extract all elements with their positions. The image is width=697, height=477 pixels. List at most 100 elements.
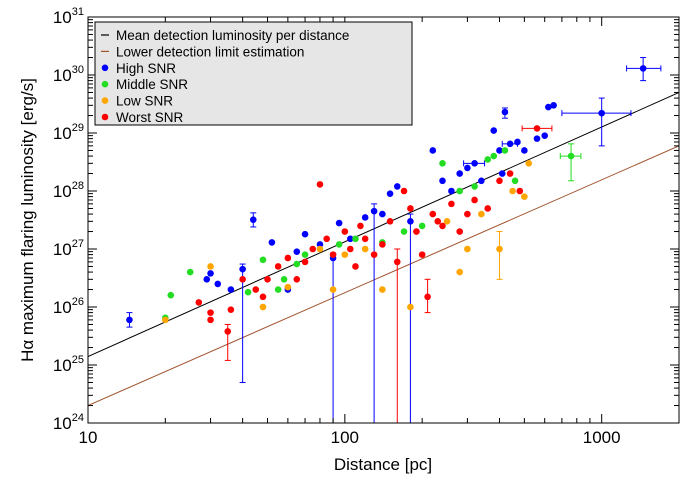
point-middle-snr	[501, 147, 509, 154]
x-tick-label: 100	[331, 428, 359, 447]
point-high-snr	[370, 207, 378, 215]
point-worst-snr	[352, 263, 359, 270]
point-worst-snr	[293, 276, 301, 283]
point-low-snr	[456, 268, 463, 276]
point-high-snr	[496, 147, 503, 154]
y-tick-label: 1026	[53, 296, 84, 317]
point-worst-snr	[357, 222, 364, 230]
reference-line	[88, 92, 679, 357]
point-high-snr	[541, 132, 549, 139]
y-axis-label: Hα maximum flaring luminosity [erg/s]	[18, 78, 37, 362]
point-middle-snr	[259, 256, 267, 264]
point-high-snr	[639, 65, 647, 72]
point-worst-snr	[413, 228, 420, 235]
point-worst-snr	[506, 170, 514, 177]
legend-label-middle-snr: Middle SNR	[116, 77, 188, 92]
point-middle-snr	[280, 276, 288, 283]
point-middle-snr	[244, 288, 252, 296]
legend-label-worst-snr: Worst SNR	[116, 110, 184, 125]
point-low-snr	[316, 245, 324, 253]
point-low-snr	[443, 218, 451, 225]
point-low-snr	[464, 245, 471, 253]
point-high-snr	[533, 135, 541, 142]
point-high-snr	[393, 183, 401, 190]
point-high-snr	[268, 239, 276, 246]
point-middle-snr	[471, 183, 478, 190]
point-high-snr	[514, 138, 521, 146]
point-worst-snr	[464, 210, 471, 218]
point-middle-snr	[418, 222, 426, 230]
point-low-snr	[207, 263, 214, 270]
point-low-snr	[521, 193, 528, 200]
point-high-snr	[521, 147, 528, 154]
y-tick-label: 1031	[53, 6, 84, 27]
point-high-snr	[293, 248, 301, 255]
point-middle-snr	[301, 251, 309, 258]
point-middle-snr	[293, 260, 301, 268]
point-high-snr	[214, 280, 222, 288]
point-high-snr	[301, 230, 309, 238]
point-worst-snr	[301, 258, 309, 266]
point-worst-snr	[207, 309, 214, 316]
point-high-snr	[490, 127, 498, 134]
point-high-snr	[379, 210, 386, 218]
x-tick-label: 10	[79, 428, 98, 447]
point-worst-snr	[448, 200, 455, 208]
point-high-snr	[471, 160, 478, 167]
point-high-snr	[346, 235, 354, 243]
point-low-snr	[509, 187, 516, 195]
point-worst-snr	[346, 245, 354, 253]
y-tick-label: 1029	[53, 122, 84, 143]
point-worst-snr	[224, 328, 232, 335]
y-tick-label: 1025	[53, 354, 84, 375]
point-low-snr	[407, 303, 414, 311]
legend-marker-middle-snr	[101, 80, 109, 88]
point-low-snr	[525, 160, 533, 167]
point-worst-snr	[329, 251, 337, 258]
point-worst-snr	[456, 228, 463, 235]
legend-marker-worst-snr	[101, 113, 109, 121]
point-worst-snr	[239, 276, 246, 283]
legend-label-mean-detection-luminosity-per-distance: Mean detection luminosity per distance	[116, 28, 349, 43]
reference-line	[88, 145, 679, 406]
point-worst-snr	[424, 293, 431, 301]
point-middle-snr	[567, 152, 575, 160]
point-worst-snr	[407, 205, 414, 212]
point-high-snr	[478, 177, 485, 185]
legend: Mean detection luminosity per distance Lo…	[94, 21, 413, 126]
point-worst-snr	[439, 222, 446, 230]
point-worst-snr	[429, 210, 437, 218]
point-middle-snr	[456, 187, 463, 195]
point-worst-snr	[379, 241, 386, 248]
point-high-snr	[498, 170, 506, 177]
point-low-snr	[329, 286, 337, 293]
point-middle-snr	[439, 160, 446, 167]
point-high-snr	[249, 216, 257, 224]
point-middle-snr	[186, 268, 194, 276]
point-middle-snr	[511, 177, 519, 185]
point-worst-snr	[252, 286, 260, 293]
point-middle-snr	[490, 152, 498, 160]
legend-label-low-snr: Low SNR	[116, 94, 173, 109]
point-middle-snr	[335, 241, 343, 248]
point-worst-snr	[484, 205, 492, 212]
point-worst-snr	[195, 299, 203, 306]
point-worst-snr	[264, 276, 271, 283]
point-high-snr	[464, 164, 471, 172]
point-middle-snr	[352, 235, 359, 243]
point-high-snr	[207, 270, 214, 277]
point-high-snr	[429, 147, 437, 154]
point-worst-snr	[316, 181, 324, 188]
point-worst-snr	[516, 187, 524, 195]
point-worst-snr	[361, 235, 369, 243]
point-worst-snr	[309, 245, 317, 253]
plot-frame	[87, 16, 680, 424]
point-low-snr	[379, 286, 386, 293]
point-low-snr	[341, 251, 349, 258]
point-low-snr	[361, 245, 369, 253]
point-high-snr	[239, 265, 246, 273]
reference-lines	[88, 92, 679, 406]
point-worst-snr	[471, 196, 478, 204]
point-low-snr	[259, 303, 267, 311]
